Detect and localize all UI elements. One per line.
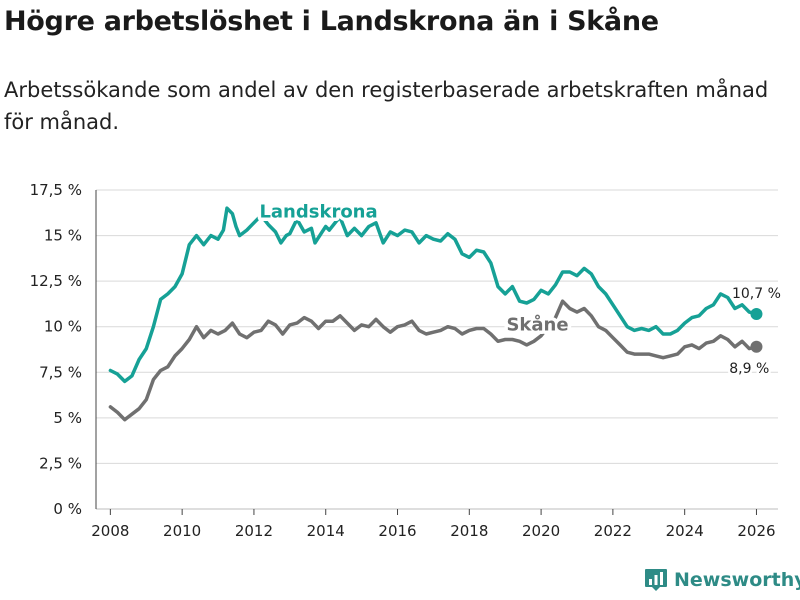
x-tick-label: 2024 [666, 522, 704, 540]
series-lines [108, 206, 763, 422]
series-line-landskrona [108, 206, 759, 384]
series-end-point [750, 307, 763, 320]
line-chart: 0 % 2,5 % 5 % 7,5 % 10 % 12,5 % 15 % 17,5 % 2008… [29, 181, 783, 540]
x-tick-label: 2026 [737, 522, 775, 540]
chart-subtitle: Arbetssökande som andel av den registerb… [4, 78, 769, 134]
end-value-label: 10,7 % [732, 286, 781, 302]
x-tick-label: 2008 [91, 522, 129, 540]
x-tick-label: 2010 [163, 522, 201, 540]
newsworthy-logo: Newsworthy [644, 568, 800, 592]
axes: 0 % 2,5 % 5 % 7,5 % 10 % 12,5 % 15 % 17,5 % 2008… [30, 181, 776, 540]
y-tick-label: 17,5 % [30, 181, 82, 199]
x-tick-label: 2018 [450, 522, 488, 540]
x-tick-label: 2016 [378, 522, 416, 540]
series-name-label: Landskrona [259, 201, 377, 222]
bar-chart-logo-icon [645, 569, 667, 591]
y-tick-label: 7,5 % [39, 363, 82, 381]
y-tick-label: 0 % [53, 500, 82, 518]
series-line-skne [108, 299, 759, 422]
labels: Landskrona Skåne 10,7 % 8,9 % [256, 198, 783, 379]
y-tick-label: 2,5 % [39, 454, 82, 472]
grid-lines [96, 189, 778, 510]
end-value-label: 8,9 % [729, 361, 769, 377]
y-tick-label: 15 % [44, 227, 82, 245]
x-tick-label: 2014 [307, 522, 345, 540]
x-tick-label: 2020 [522, 522, 560, 540]
y-tick-label: 10 % [44, 318, 82, 336]
brand-name: Newsworthy [674, 569, 800, 591]
y-tick-label: 5 % [53, 409, 82, 427]
y-tick-label: 12,5 % [30, 272, 82, 290]
series-name-label: Skåne [506, 313, 568, 335]
chart-title: Högre arbetslöshet i Landskrona än i Skå… [4, 6, 659, 37]
series-end-point [750, 340, 763, 353]
x-tick-label: 2012 [235, 522, 273, 540]
x-tick-label: 2022 [594, 522, 632, 540]
